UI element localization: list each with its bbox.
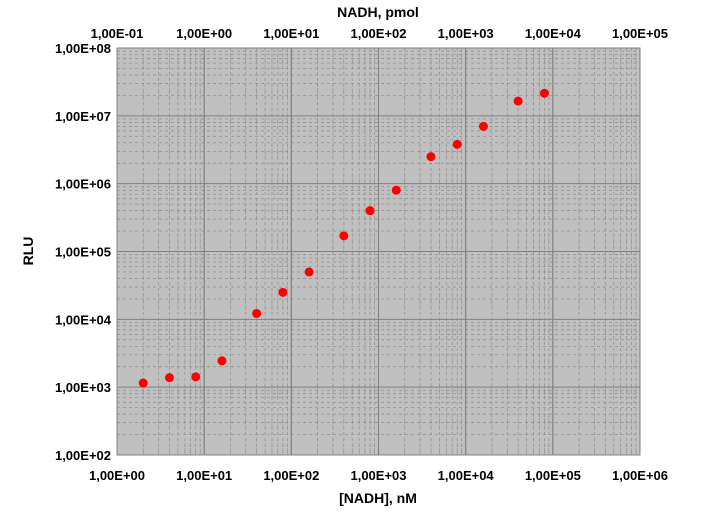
data-point [191, 372, 201, 382]
x-tick-label: 1,00E+03 [350, 468, 406, 483]
data-point [452, 139, 462, 149]
x-axis-title: [NADH], nM [339, 490, 417, 506]
y-tick-label: 1,00E+05 [55, 245, 111, 260]
y-axis-title: RLU [20, 237, 36, 266]
data-point [478, 121, 488, 131]
x2-tick-label: 1,00E+02 [350, 26, 406, 41]
data-point [391, 185, 401, 195]
x2-tick-label: 1,00E-01 [91, 26, 144, 41]
data-point [339, 231, 349, 241]
x2-tick-label: 1,00E+03 [438, 26, 494, 41]
x-tick-label: 1,00E+04 [438, 468, 495, 483]
y-tick-label: 1,00E+02 [55, 448, 111, 463]
x2-tick-label: 1,00E+05 [612, 26, 668, 41]
data-points [138, 88, 549, 388]
data-point [304, 267, 314, 277]
x-tick-label: 1,00E+02 [263, 468, 319, 483]
x2-tick-label: 1,00E+00 [176, 26, 232, 41]
data-point [513, 96, 523, 106]
x-tick-label: 1,00E+00 [89, 468, 145, 483]
x-tick-label: 1,00E+06 [612, 468, 668, 483]
data-point [217, 356, 227, 366]
data-point [278, 287, 288, 297]
x2-tick-label: 1,00E+04 [525, 26, 582, 41]
y-tick-labels: 1,00E+02 1,00E+03 1,00E+04 1,00E+05 1,00E+06… [55, 41, 112, 463]
data-point [252, 308, 262, 318]
data-point [138, 378, 148, 388]
y-tick-label: 1,00E+04 [55, 312, 112, 327]
x-tick-label: 1,00E+01 [176, 468, 232, 483]
x2-tick-labels: 1,00E-01 1,00E+00 1,00E+01 1,00E+02 1,00E+03… [91, 26, 668, 41]
y-tick-label: 1,00E+06 [55, 177, 111, 192]
plot-border [116, 47, 641, 456]
x-tick-label: 1,00E+05 [525, 468, 581, 483]
x-tick-labels: 1,00E+00 1,00E+01 1,00E+02 1,00E+03 1,00E+04… [89, 468, 668, 483]
data-point [164, 373, 174, 383]
data-point [539, 88, 549, 98]
data-point [426, 152, 436, 162]
y-tick-label: 1,00E+08 [55, 41, 111, 56]
data-point [365, 206, 375, 216]
y-tick-label: 1,00E+03 [55, 380, 111, 395]
y-tick-label: 1,00E+07 [55, 109, 111, 124]
x2-axis-title: NADH, pmol [337, 4, 419, 20]
x2-tick-label: 1,00E+01 [263, 26, 319, 41]
